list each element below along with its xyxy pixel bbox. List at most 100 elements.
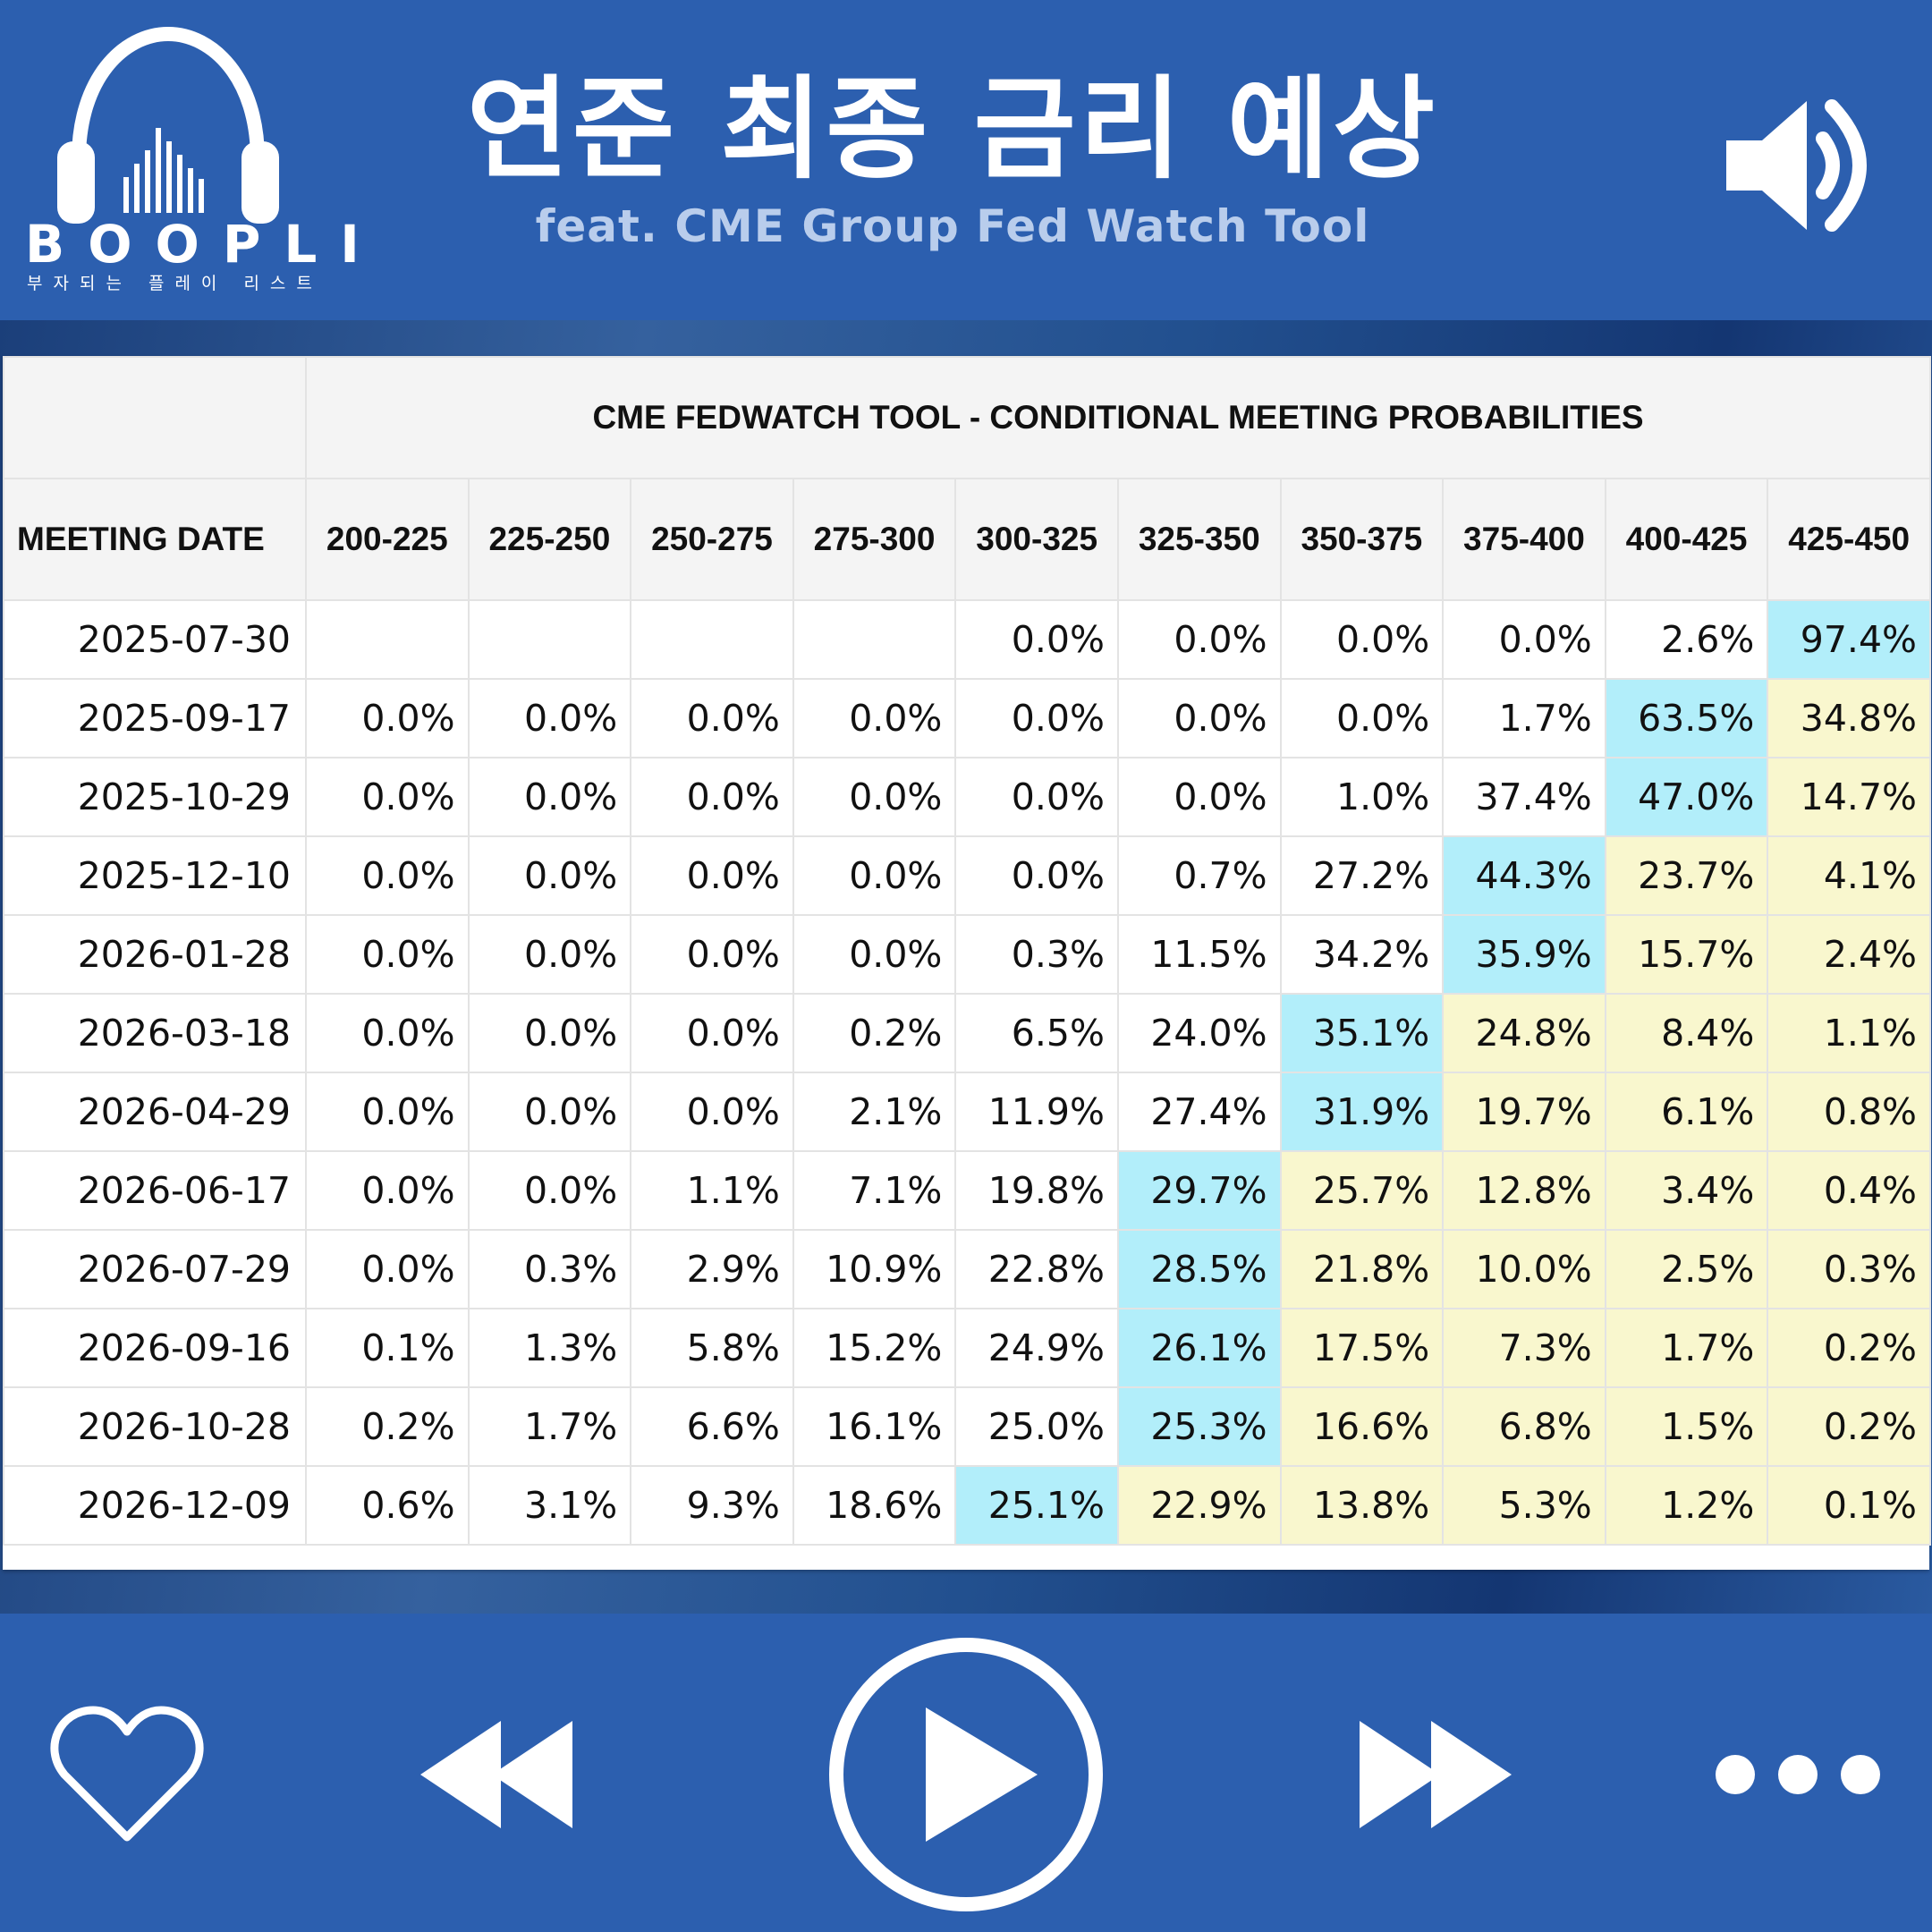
meeting-date-cell: 2026-09-16 — [3, 1308, 307, 1388]
probability-cell: 16.1% — [792, 1386, 957, 1467]
probability-cell — [305, 599, 470, 680]
probability-cell: 25.1% — [954, 1465, 1119, 1546]
meeting-date-cell: 2026-12-09 — [3, 1465, 307, 1546]
probability-cell: 2.9% — [630, 1229, 794, 1309]
probability-cell: 0.0% — [467, 1072, 632, 1152]
probability-cell: 0.0% — [1116, 678, 1282, 758]
probability-cell: 1.2% — [1604, 1465, 1769, 1546]
probability-cell — [630, 599, 794, 680]
page-title: 연준 최종 금리 예상 — [466, 65, 1439, 194]
probability-cell: 0.2% — [1767, 1386, 1931, 1467]
probability-cell: 0.0% — [305, 1072, 470, 1152]
probability-cell: 0.0% — [467, 835, 632, 916]
probability-cell: 0.0% — [467, 993, 632, 1073]
probability-cell: 0.0% — [1116, 757, 1282, 837]
table-row: 2026-04-29 0.0% 0.0% 0.0% 2.1% 11.9% 27.4% 31.9… — [3, 1072, 1931, 1152]
rewind-icon[interactable] — [411, 1703, 590, 1846]
probability-cell: 35.1% — [1279, 993, 1445, 1073]
probability-cell: 19.7% — [1442, 1072, 1606, 1152]
heart-icon[interactable] — [47, 1703, 208, 1846]
probability-cell: 5.3% — [1442, 1465, 1606, 1546]
meeting-date-cell: 2026-01-28 — [3, 914, 307, 995]
probability-cell: 24.0% — [1116, 993, 1282, 1073]
probability-cell: 12.8% — [1442, 1150, 1606, 1231]
page-subtitle: feat. CME Group Fed Watch Tool — [535, 200, 1370, 252]
probability-cell: 22.8% — [954, 1229, 1119, 1309]
probability-cell: 0.0% — [954, 678, 1119, 758]
probability-cell: 25.0% — [954, 1386, 1119, 1467]
column-header-250-275: 250-275 — [630, 478, 794, 601]
meeting-date-cell: 2026-03-18 — [3, 993, 307, 1073]
column-header-325-350: 325-350 — [1116, 478, 1282, 601]
probability-cell: 0.0% — [792, 678, 957, 758]
meeting-date-cell: 2026-04-29 — [3, 1072, 307, 1152]
probability-cell: 0.0% — [792, 835, 957, 916]
column-header-275-300: 275-300 — [792, 478, 957, 601]
probability-cell: 0.0% — [305, 1229, 470, 1309]
column-header-300-325: 300-325 — [954, 478, 1119, 601]
table-row: 2026-07-29 0.0% 0.3% 2.9% 10.9% 22.8% 28.5% 21.… — [3, 1229, 1931, 1309]
probability-cell: 15.2% — [792, 1308, 957, 1388]
probability-cell: 6.8% — [1442, 1386, 1606, 1467]
probability-cell: 25.7% — [1279, 1150, 1445, 1231]
probability-cell: 0.0% — [305, 835, 470, 916]
probability-cell: 1.3% — [467, 1308, 632, 1388]
player-controls — [0, 1614, 1932, 1932]
probability-cell: 5.8% — [630, 1308, 794, 1388]
column-header-425-450: 425-450 — [1767, 478, 1931, 601]
probability-cell: 1.7% — [1604, 1308, 1769, 1388]
more-icon[interactable] — [1699, 1739, 1896, 1810]
column-header-200-225: 200-225 — [305, 478, 470, 601]
probability-cell: 35.9% — [1442, 914, 1606, 995]
probability-cell: 0.3% — [467, 1229, 632, 1309]
probability-cell: 13.8% — [1279, 1465, 1445, 1546]
probability-cell: 0.0% — [792, 914, 957, 995]
table-title-row: CME FEDWATCH TOOL - CONDITIONAL MEETING … — [3, 356, 1931, 479]
table-row: 2026-03-18 0.0% 0.0% 0.0% 0.2% 6.5% 24.0% 35.1%… — [3, 993, 1931, 1073]
probability-cell: 4.1% — [1767, 835, 1931, 916]
probability-cell: 0.1% — [305, 1308, 470, 1388]
fast-forward-icon[interactable] — [1342, 1703, 1521, 1846]
probability-cell: 63.5% — [1604, 678, 1769, 758]
table-row: 2025-09-17 0.0% 0.0% 0.0% 0.0% 0.0% 0.0% 0.0% 1.… — [3, 678, 1931, 758]
probability-cell: 7.3% — [1442, 1308, 1606, 1388]
probability-cell: 0.3% — [1767, 1229, 1931, 1309]
probability-cell: 0.0% — [305, 757, 470, 837]
probability-cell: 26.1% — [1116, 1308, 1282, 1388]
probability-cell: 0.1% — [1767, 1465, 1931, 1546]
probability-cell: 0.0% — [1116, 599, 1282, 680]
column-header-225-250: 225-250 — [467, 478, 632, 601]
probability-cell: 0.4% — [1767, 1150, 1931, 1231]
meeting-date-cell: 2026-07-29 — [3, 1229, 307, 1309]
probability-cell: 7.1% — [792, 1150, 957, 1231]
table-row: 2026-01-28 0.0% 0.0% 0.0% 0.0% 0.3% 11.5% 34.2%… — [3, 914, 1931, 995]
table-row: 2026-10-28 0.2% 1.7% 6.6% 16.1% 25.0% 25.3% 16.… — [3, 1386, 1931, 1467]
speaker-volume-icon[interactable] — [1717, 94, 1878, 237]
logo-text: BOOPLI — [25, 214, 383, 275]
table-row: 2025-12-10 0.0% 0.0% 0.0% 0.0% 0.0% 0.7% 27.2% 4… — [3, 835, 1931, 916]
probability-cell: 0.0% — [467, 914, 632, 995]
probability-cell: 6.1% — [1604, 1072, 1769, 1152]
column-header-375-400: 375-400 — [1442, 478, 1606, 601]
probability-cell: 1.7% — [467, 1386, 632, 1467]
probability-cell: 0.0% — [1279, 678, 1445, 758]
probability-cell: 0.0% — [467, 678, 632, 758]
probability-cell: 3.1% — [467, 1465, 632, 1546]
probability-cell: 0.0% — [1442, 599, 1606, 680]
probability-cell: 0.0% — [305, 993, 470, 1073]
meeting-date-cell: 2025-10-29 — [3, 757, 307, 837]
probability-cell: 11.9% — [954, 1072, 1119, 1152]
probability-cell: 44.3% — [1442, 835, 1606, 916]
probability-cell: 22.9% — [1116, 1465, 1282, 1546]
probability-cell: 1.0% — [1279, 757, 1445, 837]
table-header-row: MEETING DATE 200-225 225-250 250-275 275-30… — [3, 478, 1931, 601]
column-header-400-425: 400-425 — [1604, 478, 1769, 601]
probability-cell: 25.3% — [1116, 1386, 1282, 1467]
probability-cell: 2.5% — [1604, 1229, 1769, 1309]
play-icon[interactable] — [823, 1631, 1109, 1918]
probability-cell: 0.0% — [630, 914, 794, 995]
probability-cell: 0.0% — [954, 599, 1119, 680]
probability-cell: 3.4% — [1604, 1150, 1769, 1231]
probability-cell: 34.2% — [1279, 914, 1445, 995]
table-row: 2026-09-16 0.1% 1.3% 5.8% 15.2% 24.9% 26.1% 17.… — [3, 1308, 1931, 1388]
